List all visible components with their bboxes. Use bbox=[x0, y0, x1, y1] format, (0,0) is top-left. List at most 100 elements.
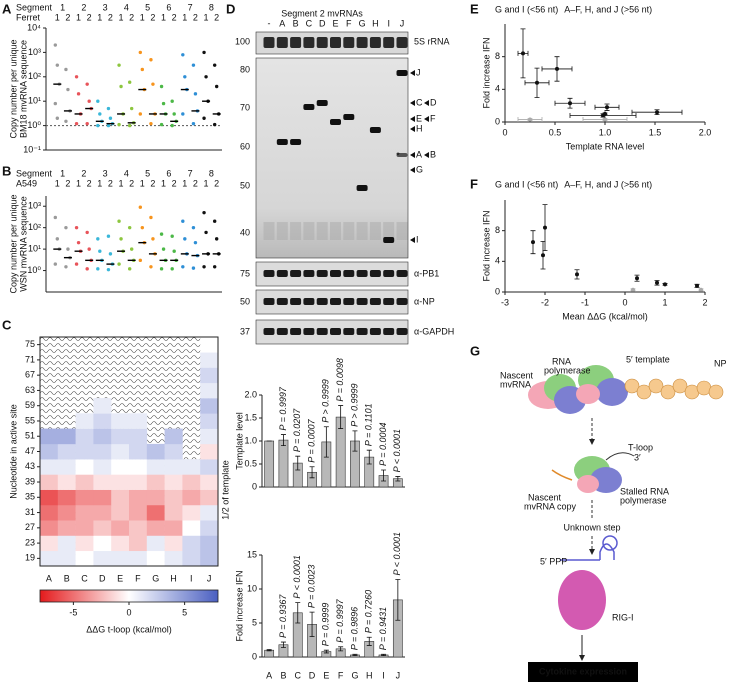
blot-band bbox=[303, 298, 315, 305]
point bbox=[140, 225, 145, 230]
blot-band bbox=[383, 270, 395, 277]
y-tick-label: 27 bbox=[25, 522, 35, 532]
error-bar bbox=[295, 602, 301, 624]
y-tick-label: 51 bbox=[25, 431, 35, 441]
point bbox=[631, 287, 635, 292]
error-bar bbox=[266, 649, 272, 652]
p-value: P > 0.9999 bbox=[349, 383, 359, 426]
heatmap-cell bbox=[129, 535, 148, 552]
x-tick-label: -1 bbox=[581, 297, 589, 307]
point bbox=[212, 219, 217, 223]
p-value: P = 0.0004 bbox=[378, 423, 388, 466]
heatmap-cell bbox=[200, 489, 219, 506]
heatmap-cell bbox=[164, 459, 183, 475]
x-tick-label: G bbox=[152, 573, 159, 583]
lane-label: G bbox=[359, 18, 366, 28]
point bbox=[543, 225, 547, 230]
group-tick-label: 2 bbox=[214, 178, 219, 188]
p-value: P = 0.1101 bbox=[364, 403, 374, 446]
point bbox=[204, 75, 208, 79]
blot-band bbox=[356, 270, 368, 277]
y-axis-title: Nucleotide in active site bbox=[8, 404, 18, 499]
point bbox=[181, 265, 185, 269]
legend-entry: 7 bbox=[188, 168, 193, 178]
x-tick-label: B bbox=[280, 670, 286, 680]
heatmap-cell bbox=[93, 535, 112, 552]
legend-entry: 8 bbox=[209, 168, 214, 178]
group-tick-label: 2 bbox=[193, 178, 198, 188]
point bbox=[170, 234, 174, 238]
point bbox=[53, 43, 58, 47]
schematic-label: RNA bbox=[552, 356, 571, 366]
gel-band bbox=[276, 37, 288, 48]
point bbox=[159, 122, 164, 127]
heatmap-cell bbox=[146, 535, 165, 552]
point bbox=[191, 266, 196, 270]
y-axis-title: Fold increase IFN bbox=[481, 37, 491, 108]
gel-band bbox=[343, 37, 355, 48]
legend-entry: 5 bbox=[145, 2, 150, 12]
x-tick-label: G bbox=[351, 670, 358, 680]
blot-band bbox=[276, 298, 288, 305]
y-tick-label: 5 bbox=[252, 617, 257, 627]
gel-smear bbox=[316, 222, 328, 240]
heatmap-cell bbox=[111, 550, 130, 567]
heatmap-cell bbox=[93, 443, 112, 460]
heatmap-cell bbox=[164, 428, 183, 445]
y-tick-label: 71 bbox=[25, 354, 35, 364]
point bbox=[85, 82, 89, 86]
marker: 50 bbox=[240, 180, 250, 190]
point bbox=[149, 58, 153, 62]
heatmap-cell bbox=[129, 504, 148, 521]
x-tick-label: 1 bbox=[662, 297, 667, 307]
header-label: Segment bbox=[16, 168, 53, 178]
y-tick-label: 39 bbox=[25, 476, 35, 486]
blot-band bbox=[290, 328, 302, 335]
y-tick-label: 10⁰ bbox=[27, 120, 41, 130]
heatmap-cell bbox=[57, 459, 76, 475]
gel-smear bbox=[396, 222, 408, 240]
point bbox=[159, 232, 164, 236]
blot-band bbox=[396, 298, 408, 305]
blot-band bbox=[330, 270, 341, 277]
point bbox=[53, 215, 58, 220]
heatmap-cell bbox=[75, 474, 94, 490]
group-tick-label: 2 bbox=[150, 178, 155, 188]
gel-band bbox=[263, 37, 275, 48]
legend-entry: 3 bbox=[103, 168, 108, 178]
lane-label: I bbox=[387, 18, 390, 28]
x-tick-label: E bbox=[323, 670, 329, 680]
band-label: H bbox=[416, 123, 423, 133]
y-tick-label: 10³ bbox=[28, 47, 41, 57]
group-tick-label: 2 bbox=[129, 178, 134, 188]
error-bar bbox=[366, 449, 372, 465]
y-tick-label: 8 bbox=[495, 51, 500, 61]
p-value: P = 0.9999 bbox=[321, 603, 331, 646]
blot-band bbox=[356, 298, 368, 305]
group-tick-label: 1 bbox=[119, 178, 124, 188]
point bbox=[127, 123, 132, 128]
point bbox=[202, 265, 206, 269]
x-tick-label: F bbox=[135, 573, 141, 583]
blot-band bbox=[276, 270, 288, 277]
lane-label: - bbox=[268, 18, 271, 28]
point bbox=[96, 123, 100, 128]
point bbox=[74, 262, 79, 266]
heatmap-cell bbox=[164, 489, 183, 506]
x-axis-title: Template RNA level bbox=[566, 141, 645, 151]
point bbox=[129, 247, 134, 251]
point bbox=[170, 267, 174, 271]
gel-band bbox=[369, 37, 381, 48]
heatmap-cell bbox=[146, 504, 165, 521]
y-tick-label: 10¹ bbox=[28, 96, 41, 106]
point bbox=[183, 75, 187, 79]
p-value: P = 0.7260 bbox=[364, 590, 374, 633]
heatmap-cell bbox=[111, 459, 130, 475]
point bbox=[55, 116, 60, 120]
heatmap-cell bbox=[146, 550, 165, 567]
marker: 40 bbox=[240, 227, 250, 237]
point bbox=[149, 215, 153, 220]
schematic-label: polymerase bbox=[620, 495, 667, 505]
marker: 80 bbox=[240, 64, 250, 74]
x-tick-label: C bbox=[295, 670, 302, 680]
